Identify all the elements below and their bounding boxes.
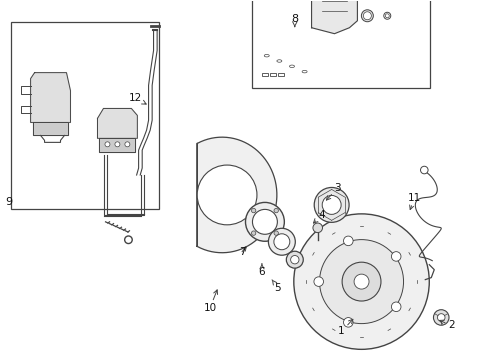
Circle shape (273, 208, 278, 213)
Circle shape (312, 223, 322, 233)
Polygon shape (99, 138, 135, 152)
Text: 3: 3 (325, 183, 340, 200)
Polygon shape (97, 108, 137, 138)
Text: 11: 11 (407, 193, 420, 210)
Circle shape (105, 142, 110, 147)
Bar (11, 22, 159, 209)
Circle shape (273, 231, 278, 235)
Circle shape (342, 262, 380, 301)
Text: 9: 9 (5, 197, 13, 207)
Circle shape (124, 142, 130, 147)
Bar (261, 73, 267, 76)
Circle shape (286, 251, 303, 268)
Circle shape (314, 188, 348, 222)
Text: 4: 4 (313, 210, 325, 223)
Circle shape (353, 274, 368, 289)
Circle shape (252, 210, 277, 234)
Polygon shape (33, 122, 68, 135)
Text: 1: 1 (338, 319, 352, 336)
Polygon shape (311, 0, 357, 34)
Circle shape (268, 228, 295, 255)
Text: 7: 7 (238, 247, 246, 257)
Circle shape (432, 310, 448, 325)
Text: 12: 12 (128, 93, 146, 104)
Bar (277, 73, 283, 76)
Circle shape (290, 256, 298, 264)
Circle shape (343, 318, 352, 327)
Circle shape (197, 165, 256, 225)
Circle shape (245, 202, 284, 241)
Circle shape (390, 252, 400, 261)
Polygon shape (197, 137, 276, 253)
Ellipse shape (363, 12, 370, 20)
Circle shape (343, 236, 352, 246)
Text: 6: 6 (258, 264, 264, 276)
Text: 2: 2 (439, 320, 453, 330)
Circle shape (251, 231, 255, 235)
Circle shape (293, 214, 428, 349)
Text: 8: 8 (291, 14, 298, 27)
Bar (269, 73, 275, 76)
Ellipse shape (361, 10, 372, 22)
Circle shape (420, 166, 427, 174)
Circle shape (251, 208, 255, 213)
Polygon shape (31, 73, 70, 122)
Circle shape (313, 277, 323, 287)
Circle shape (322, 195, 341, 214)
Text: 5: 5 (271, 280, 281, 293)
Circle shape (273, 234, 289, 250)
Circle shape (437, 314, 444, 321)
Circle shape (390, 302, 400, 311)
Circle shape (124, 236, 132, 244)
Bar (251, 0, 429, 87)
Circle shape (115, 142, 120, 147)
Circle shape (319, 240, 403, 324)
Text: 10: 10 (203, 290, 217, 312)
